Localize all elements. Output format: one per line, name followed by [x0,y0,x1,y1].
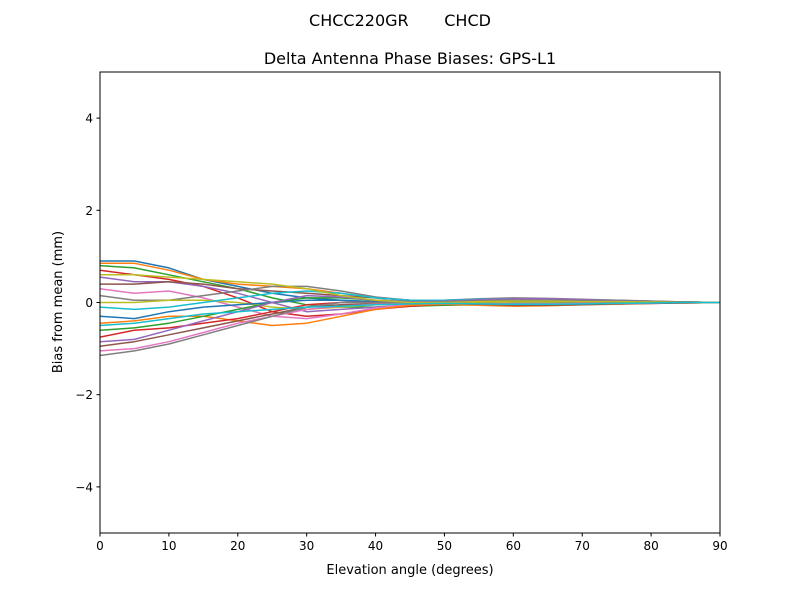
y-axis-ticks: −4 −2 0 2 4 [75,112,100,494]
y-tick-label: −4 [75,480,93,494]
x-tick-label: 0 [96,539,104,553]
x-tick-label: 70 [575,539,590,553]
series-lines [99,260,721,357]
y-tick-label: 4 [85,112,93,126]
y-axis-label: Bias from mean (mm) [51,231,66,373]
x-tick-label: 60 [506,539,521,553]
y-tick-label: 2 [85,204,93,218]
chart-title: Delta Antenna Phase Biases: GPS-L1 [264,49,556,68]
x-tick-label: 40 [368,539,383,553]
x-tick-label: 20 [230,539,245,553]
x-tick-label: 10 [161,539,176,553]
x-tick-label: 30 [299,539,314,553]
y-tick-label: −2 [75,388,93,402]
x-tick-label: 90 [712,539,727,553]
series-line-12 [99,301,721,327]
series-line-20 [99,301,720,327]
chart-suptitle: CHCC220GR CHCD [309,11,491,30]
x-axis-ticks: 0 10 20 30 40 50 60 70 80 90 [96,533,728,553]
x-tick-label: 50 [437,539,452,553]
series-line-19 [100,274,720,304]
x-tick-label: 80 [643,539,658,553]
y-tick-label: 0 [85,296,93,310]
series-line-17 [99,301,720,352]
x-axis-label: Elevation angle (degrees) [326,563,493,578]
series-line-14 [99,301,720,338]
